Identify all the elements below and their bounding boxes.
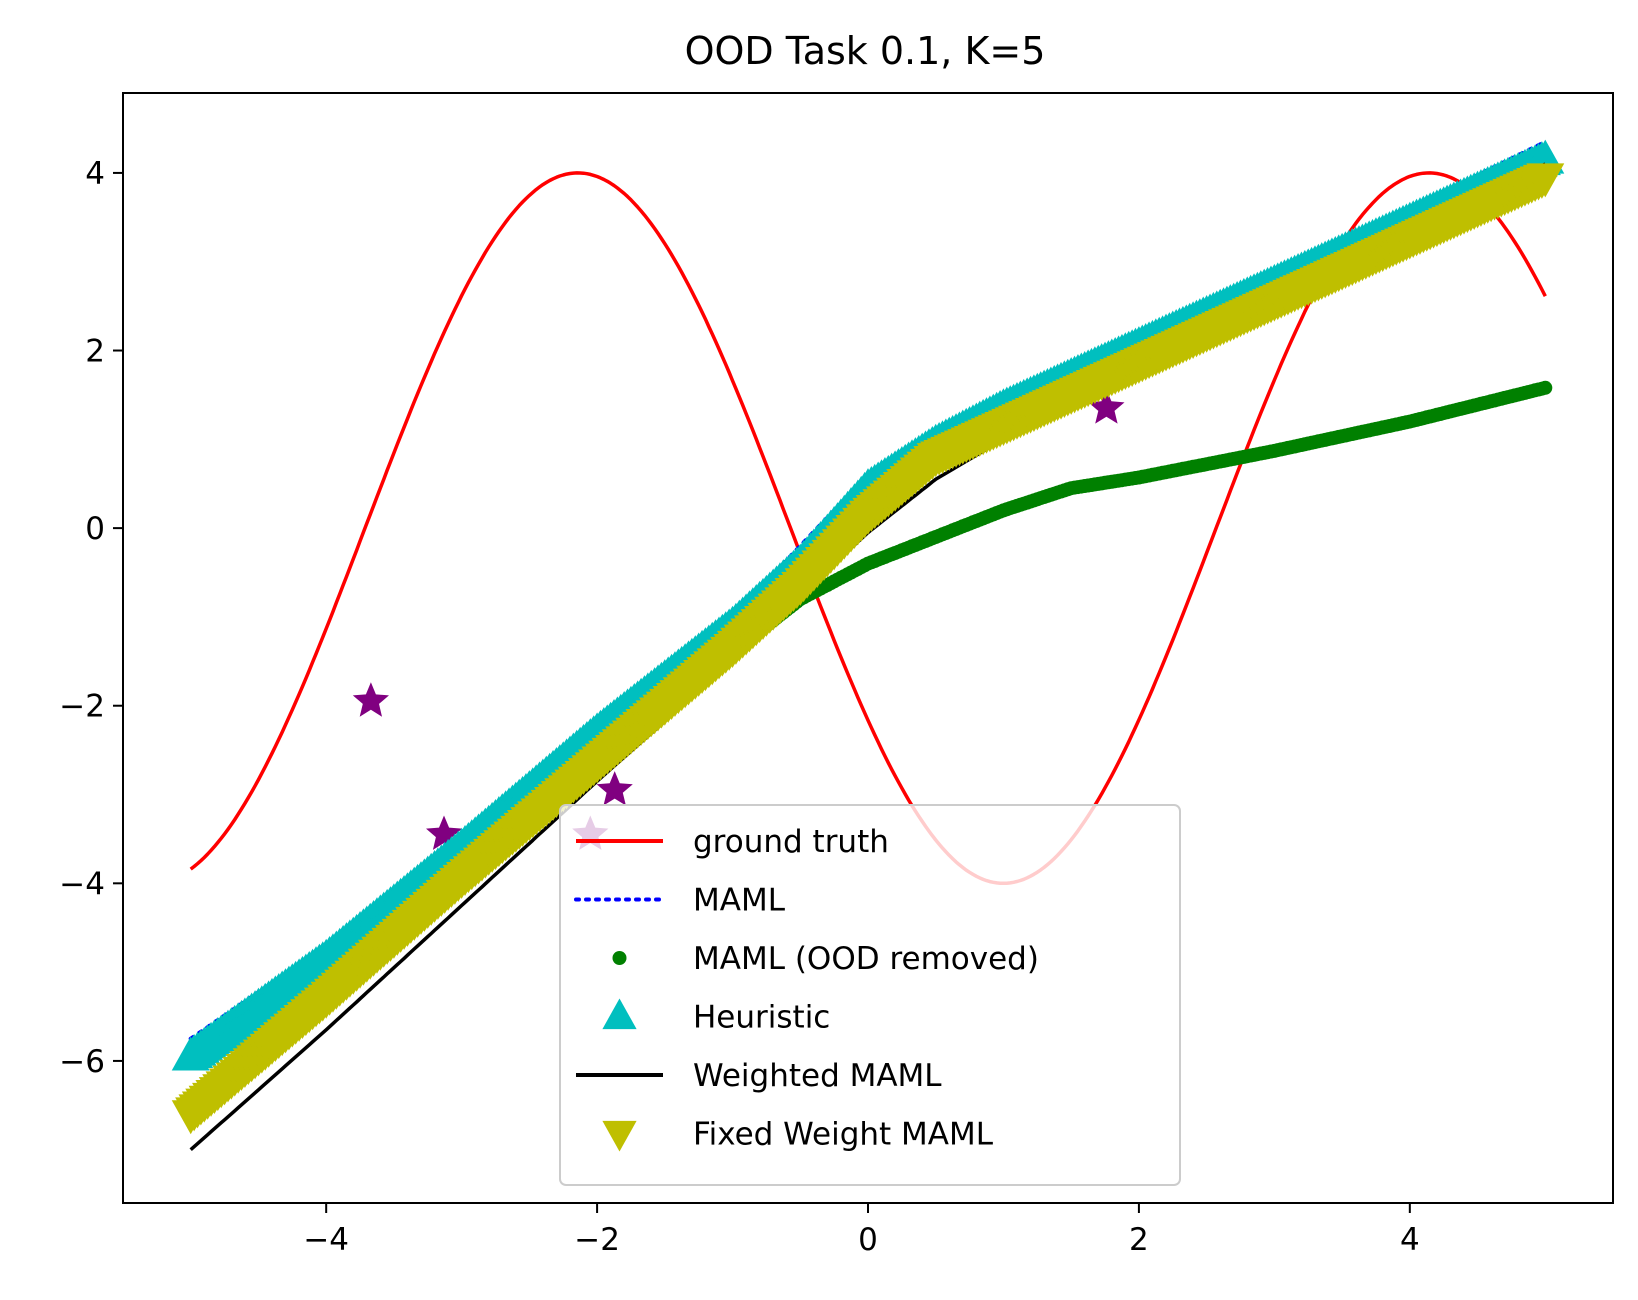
y-tick-label: −2 [59, 689, 105, 725]
point-fixed-weight-maml [1526, 163, 1565, 198]
legend-box [559, 804, 1181, 1186]
y-tick-label: −4 [59, 866, 105, 902]
axis-ticks: −4 −2 0 2 4 4 2 0 −2 −4 −6 [59, 156, 1419, 1258]
series-group [171, 139, 1565, 1152]
support-point-star [596, 771, 633, 806]
legend-item: MAML [574, 883, 786, 919]
legend: ground truth MAML MAML (OOD removed) Heuris… [559, 804, 1181, 1186]
series-fixed-weight-maml [171, 163, 1565, 1135]
legend-label: Heuristic [693, 1000, 830, 1036]
legend-label: Fixed Weight MAML [693, 1117, 994, 1153]
legend-label: MAML [693, 883, 786, 919]
legend-label: MAML (OOD removed) [693, 941, 1039, 977]
x-tick-label: −4 [303, 1222, 349, 1258]
x-tick-label: 4 [1400, 1222, 1420, 1258]
support-point-star [352, 682, 389, 717]
y-tick-label: 2 [85, 334, 105, 370]
legend-swatch [602, 1120, 637, 1152]
support-point-star [1088, 389, 1125, 424]
y-tick-label: 4 [85, 156, 105, 192]
legend-item: Heuristic [602, 998, 830, 1036]
legend-item: Fixed Weight MAML [602, 1117, 994, 1153]
legend-swatch [602, 998, 637, 1030]
x-tick-label: −2 [574, 1222, 620, 1258]
legend-label: ground truth [693, 824, 889, 860]
plot-area [171, 139, 1565, 1152]
y-tick-label: 0 [85, 511, 105, 547]
y-tick-label: −6 [59, 1044, 105, 1080]
legend-item: ground truth [576, 824, 889, 860]
legend-item: Weighted MAML [576, 1058, 942, 1094]
legend-item: MAML (OOD removed) [612, 941, 1039, 977]
legend-swatch [612, 951, 627, 965]
legend-label: Weighted MAML [693, 1058, 942, 1094]
x-tick-label: 2 [1129, 1222, 1149, 1258]
x-tick-label: 0 [858, 1222, 878, 1258]
point-maml-ood-removed [1538, 380, 1553, 395]
chart-title: OOD Task 0.1, K=5 [685, 29, 1046, 73]
